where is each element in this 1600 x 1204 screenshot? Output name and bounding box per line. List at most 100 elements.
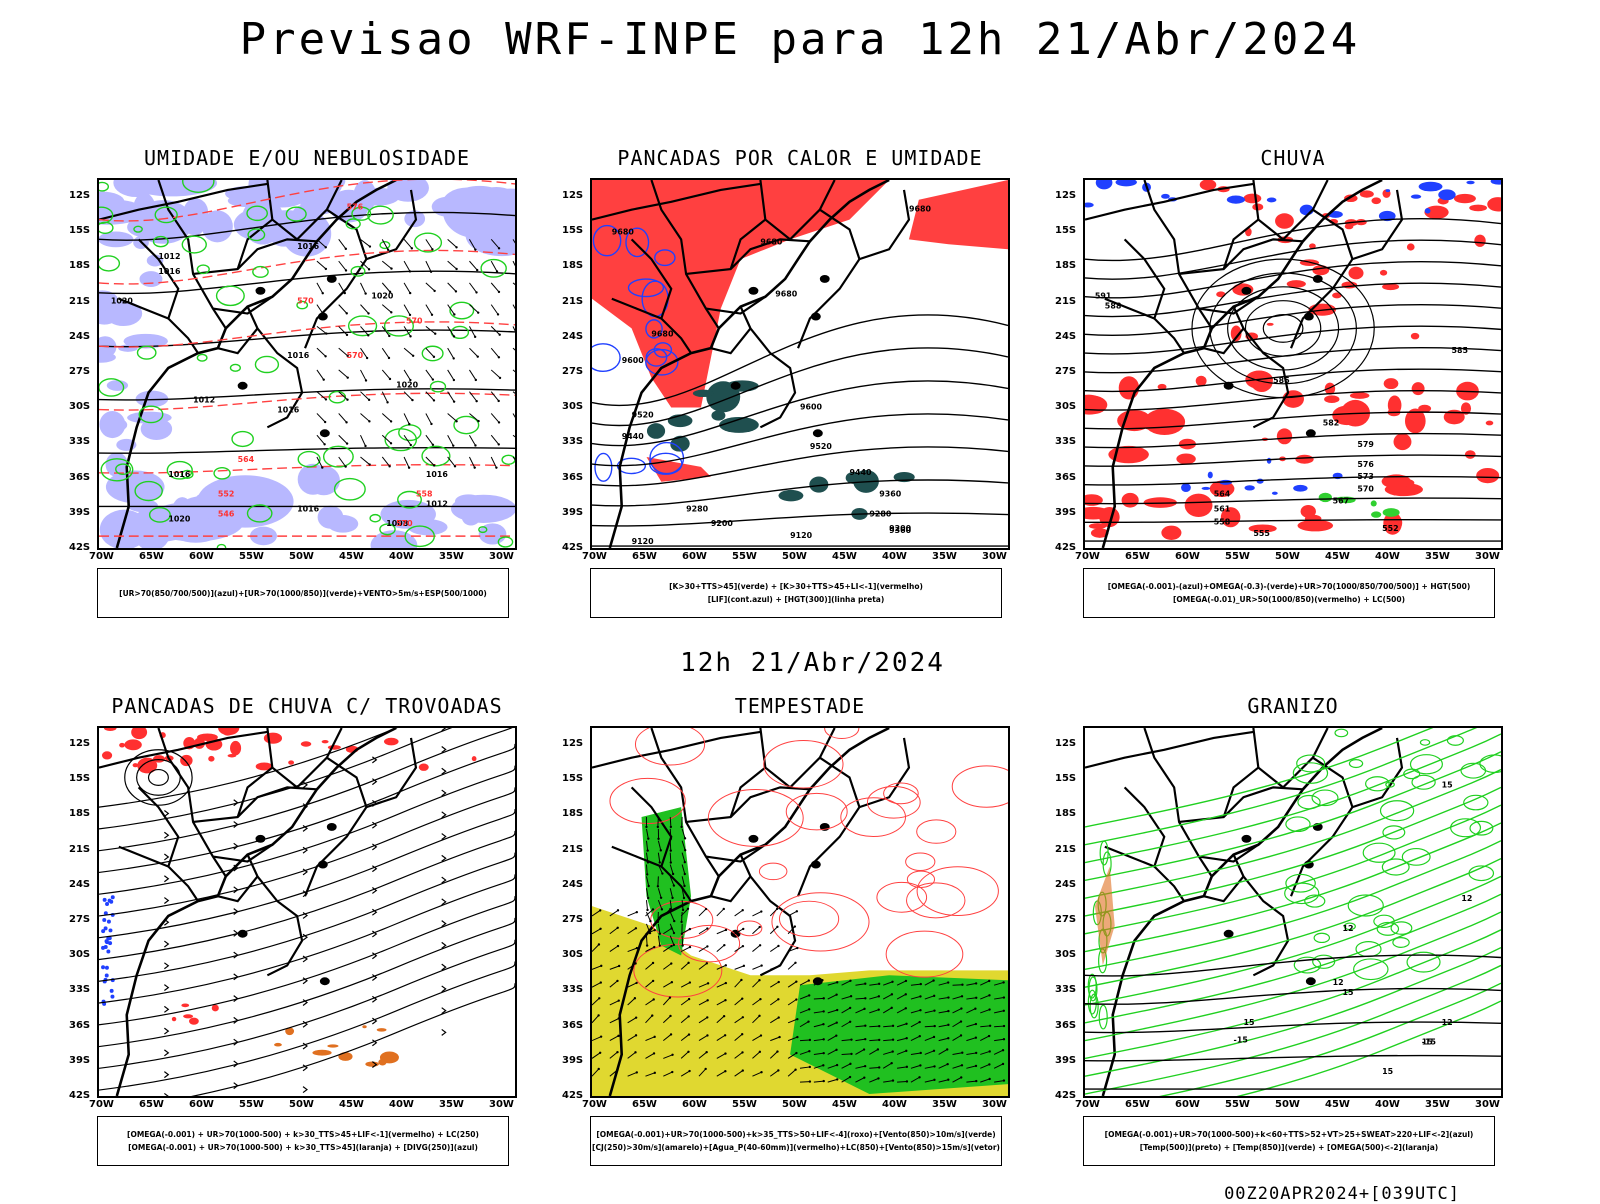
longitude-label: 45W <box>832 551 857 562</box>
wind-vector-head <box>600 1035 602 1037</box>
contour-label: 570 <box>396 519 413 528</box>
wind-vector <box>770 946 778 952</box>
contour-label: 9200 <box>711 519 734 528</box>
latitude-label: 18S <box>1055 260 1076 271</box>
contour-line <box>1085 369 1501 391</box>
contour-label: 576 <box>347 203 364 212</box>
rain-blue-area <box>1202 487 1211 490</box>
wind-vector-head <box>657 885 659 887</box>
contour-label: 9120 <box>790 531 813 540</box>
contour-line <box>1085 262 1501 298</box>
humidity-850-contour <box>99 182 108 191</box>
lifted-index-contour <box>595 453 612 481</box>
wind-vector <box>448 348 454 358</box>
wind-vector-head <box>891 1050 893 1052</box>
rain-green-area <box>1319 493 1332 502</box>
rain-red-area <box>1412 382 1425 395</box>
rain-red-area <box>1216 291 1225 297</box>
wind-vector-head <box>933 1050 935 1052</box>
wind-vector <box>869 1026 879 1027</box>
temperature-850-contour <box>1286 817 1310 831</box>
rain-blue-area <box>1491 180 1501 185</box>
wind-vector-head <box>864 1065 866 1067</box>
rain-red-area <box>1161 526 1181 540</box>
divergence-dot <box>105 973 109 977</box>
humidity-850-contour <box>253 267 268 278</box>
latitude-label: 12S <box>1055 738 1076 749</box>
wind-vector <box>382 370 390 379</box>
latitude-label: 36S <box>69 472 90 483</box>
streamline-arrow <box>442 1029 446 1035</box>
wind-vector <box>382 348 389 358</box>
temperature-850-contour <box>1412 775 1435 789</box>
latitude-label: 39S <box>1055 1055 1076 1066</box>
wind-vector <box>491 435 499 444</box>
divergence-dot <box>109 900 113 904</box>
wind-vector-head <box>725 929 727 931</box>
wind-vector-head <box>975 1065 977 1067</box>
wind-vector <box>426 435 433 445</box>
wind-vector <box>513 413 515 423</box>
wind-vector-head <box>657 826 659 828</box>
wind-vector <box>382 392 387 403</box>
contour-label: 585 <box>1273 376 1290 385</box>
contour-label: 9280 <box>686 504 709 513</box>
streamline-arrow <box>164 898 168 904</box>
contour-label: 15 <box>1243 1018 1254 1027</box>
wind-vector-head <box>390 420 392 422</box>
wind-vector-head <box>961 995 963 997</box>
storm-red-area <box>322 740 329 743</box>
wind-vector-head <box>430 423 432 425</box>
wind-vector <box>800 1040 810 1041</box>
rain-red-area <box>1394 433 1412 450</box>
wind-vector-head <box>433 356 435 358</box>
wind-vector-head <box>975 997 977 999</box>
wind-vector-head <box>918 1076 920 1078</box>
wind-vector-head <box>947 1037 949 1039</box>
longitude-label: 50W <box>1275 551 1300 562</box>
wind-vector-head <box>670 849 672 851</box>
wind-vector-head <box>411 399 413 401</box>
wind-vector-head <box>706 945 708 947</box>
wind-vector-head <box>821 979 823 981</box>
rain-blue-area <box>1085 203 1094 208</box>
wind-vector-head <box>741 997 743 999</box>
longitude-label: 65W <box>139 1099 164 1110</box>
latitude-label: 33S <box>562 436 583 447</box>
latitude-label: 33S <box>69 436 90 447</box>
wind-vector-head <box>795 980 797 982</box>
wind-vector-head <box>723 908 725 910</box>
streamline-arrow <box>164 941 168 947</box>
rain-blue-area <box>1181 483 1191 492</box>
longitude-label: 55W <box>1225 551 1250 562</box>
wind-vector-head <box>599 1052 601 1054</box>
wind-vector <box>448 239 457 247</box>
wind-vector-head <box>388 335 390 337</box>
contour-label: 1012 <box>193 396 215 405</box>
rain-blue-area <box>1244 485 1254 490</box>
wind-vector-head <box>636 947 638 949</box>
wind-vector-head <box>476 269 478 271</box>
wind-vector-head <box>723 944 725 946</box>
wind-vector-head <box>499 334 501 336</box>
wind-vector-head <box>390 442 392 444</box>
latitude-label: 24S <box>562 331 583 342</box>
temperature-850-contour <box>1377 922 1398 935</box>
wind-vector-head <box>645 826 647 828</box>
wind-vector-head <box>661 872 663 874</box>
wind-vector-head <box>616 980 618 982</box>
streamline-850 <box>917 820 956 843</box>
latitude-label: 15S <box>69 225 90 236</box>
wind-vector <box>317 392 326 400</box>
wind-vector-head <box>453 313 455 315</box>
divergence-dot <box>101 946 105 950</box>
divergence-dot <box>101 965 105 969</box>
latitude-label: 42S <box>69 1090 90 1101</box>
humidity-850-contour <box>380 242 390 249</box>
wind-vector-head <box>947 1010 949 1012</box>
wind-vector-head <box>599 928 601 930</box>
latitude-label: 21S <box>69 844 90 855</box>
latitude-label: 33S <box>1055 984 1076 995</box>
humidity-850-contour <box>217 286 245 305</box>
latitude-label: 24S <box>1055 331 1076 342</box>
